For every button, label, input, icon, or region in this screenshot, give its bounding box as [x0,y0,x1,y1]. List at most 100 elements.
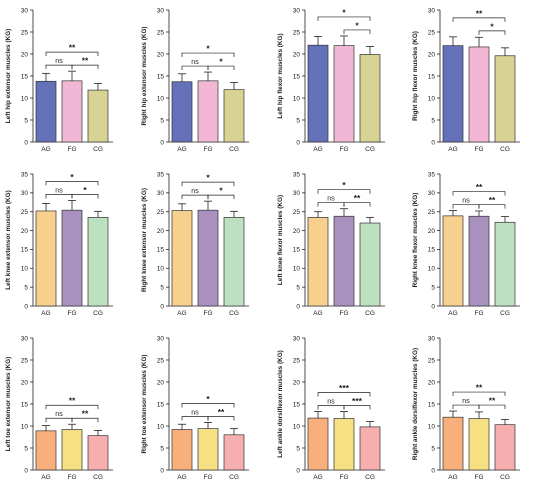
chart-panel-11: Left ankle dorsiflexor muscles (KG) 0 5 10 1… [277,335,385,481]
y-tick-label: 5 [160,117,164,124]
y-tick-label: 0 [296,139,300,146]
x-tick-label: FG [339,474,348,481]
y-tick-label: 5 [296,117,300,124]
significance-bracket [452,204,480,209]
y-tick-label: 15 [157,401,165,408]
y-tick-label: 35 [21,171,29,178]
x-tick-label: FG [474,146,483,153]
x-tick-label: AG [177,310,186,317]
bar-fg [468,46,490,143]
x-tick-label: AG [177,474,186,481]
bar-ag [307,417,329,471]
bar-ag [442,215,464,307]
significance-label: * [83,185,87,195]
bar-fg [197,428,219,471]
x-tick-label: FG [67,310,76,317]
bar-ag [35,430,57,471]
y-tick-label: 25 [293,209,301,216]
significance-bracket [181,52,235,58]
y-tick-label: 15 [428,401,436,408]
x-tick-label: FG [474,474,483,481]
significance-bracket [317,202,345,207]
chart-panel-1: Left hip extensor muscles (KG) 0 5 10 15 20 25… [5,7,113,153]
bar-cg [359,54,381,143]
significance-bracket [478,204,506,209]
y-tick-label: 25 [293,29,301,36]
y-tick-label: 25 [157,209,165,216]
significance-label: ** [489,396,496,406]
significance-label: ns [191,59,199,66]
y-tick-label: 0 [296,467,300,474]
y-tick-label: 0 [160,139,164,146]
y-tick-label: 5 [160,284,164,291]
significance-bracket [452,391,506,397]
y-tick-label: 35 [157,171,165,178]
y-tick-label: 20 [293,228,301,235]
x-tick-label: AG [448,310,457,317]
y-axis-label: Left knee flexor muscles (KG) [277,195,284,285]
y-tick-label: 5 [24,284,28,291]
significance-bracket [343,405,371,410]
y-axis-label: Right hip extensor muscles (KG) [141,26,148,125]
y-tick-label: 10 [293,95,301,102]
significance-bracket [71,417,99,423]
significance-label: ** [476,8,483,18]
y-tick-label: 20 [21,379,29,386]
bar-cg [494,221,516,307]
x-tick-label: CG [93,310,103,317]
significance-bracket [317,189,371,194]
significance-bracket [207,416,235,421]
x-tick-label: FG [67,474,76,481]
y-axis-label: Right ankle dorsiflexor muscles (KG) [412,348,419,460]
y-tick-label: 35 [428,171,436,178]
y-tick-label: 15 [428,247,436,254]
bar-cg [359,426,381,471]
y-tick-label: 15 [157,73,165,80]
significance-label: ns [191,188,199,195]
significance-bracket [45,194,73,199]
y-tick-label: 25 [428,357,436,364]
significance-label: ** [69,43,76,53]
x-tick-label: FG [203,310,212,317]
x-tick-label: FG [203,474,212,481]
y-tick-label: 30 [428,190,436,197]
significance-label: ** [489,195,496,205]
y-tick-label: 35 [293,171,301,178]
y-tick-label: 20 [293,379,301,386]
chart-panel-9: Left toe extensor muscles (KG) 0 5 10 15 20 25… [5,335,113,481]
y-tick-label: 0 [160,303,164,310]
bar-cg [223,434,245,471]
significance-bracket [317,392,371,397]
significance-label: ns [327,398,335,405]
x-tick-label: CG [365,310,375,317]
bar-ag [307,44,329,143]
x-tick-label: CG [365,474,375,481]
y-tick-label: 20 [428,379,436,386]
chart-panel-5: Left knee extensor muscles (KG) 0 5 10 15 20 2… [5,171,113,317]
significance-label: ns [55,187,63,194]
chart-panel-8: Right knee flexor muscles (KG) 0 5 10 15 20 25… [412,171,520,317]
significance-bracket [45,404,99,410]
y-tick-label: 30 [428,335,436,342]
x-tick-label: CG [365,146,375,153]
bar-fg [333,418,355,471]
chart-panel-6: Right knee extensor muscles (KG) 0 5 10 15 20… [141,171,249,317]
x-tick-label: AG [41,474,50,481]
bar-fg [468,215,490,307]
significance-label: * [342,180,346,190]
bar-cg [87,217,109,307]
y-tick-label: 5 [431,284,435,291]
x-tick-label: CG [229,474,239,481]
significance-bracket [452,17,506,22]
significance-label: *** [352,396,363,406]
x-tick-label: AG [313,474,322,481]
bar-ag [442,416,464,471]
chart-panel-12: Right ankle dorsiflexor muscles (KG) 0 5 10… [412,335,520,481]
significance-bracket [45,181,99,186]
y-tick-label: 30 [21,7,29,14]
y-axis-label: Right knee flexor muscles (KG) [412,193,419,288]
bar-cg [87,89,109,143]
significance-label: * [342,7,346,17]
y-tick-label: 5 [296,284,300,291]
x-tick-label: FG [339,310,348,317]
